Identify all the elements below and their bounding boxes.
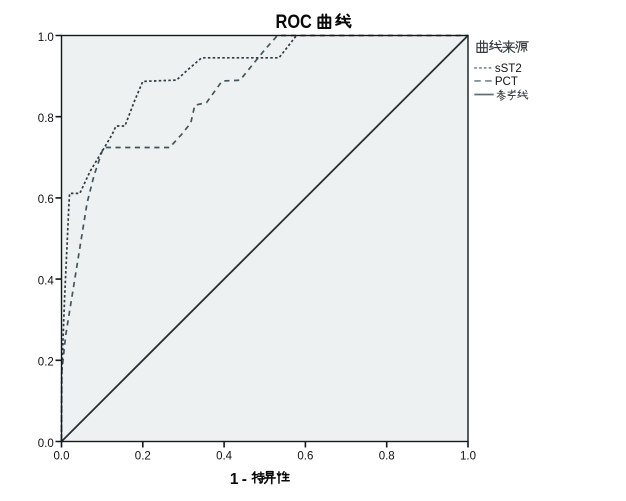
svg-text:1.0: 1.0 [38, 32, 54, 44]
svg-text:0.0: 0.0 [54, 450, 70, 462]
svg-text:-: - [242, 471, 247, 488]
svg-text:0.2: 0.2 [135, 450, 151, 462]
svg-text:1.0: 1.0 [460, 450, 476, 462]
svg-text:0.4: 0.4 [216, 450, 233, 462]
svg-text:0.4: 0.4 [38, 275, 55, 287]
svg-text:1: 1 [230, 471, 239, 488]
svg-text:ROC: ROC [276, 11, 313, 32]
svg-text:0.0: 0.0 [38, 438, 54, 450]
svg-text:0.6: 0.6 [297, 450, 313, 462]
svg-text:0.8: 0.8 [38, 113, 54, 125]
svg-text:0.2: 0.2 [38, 357, 54, 369]
svg-text:0.8: 0.8 [379, 450, 395, 462]
svg-text:sST2: sST2 [495, 63, 522, 75]
svg-text:PCT: PCT [495, 76, 518, 88]
svg-text:0.6: 0.6 [38, 194, 54, 206]
